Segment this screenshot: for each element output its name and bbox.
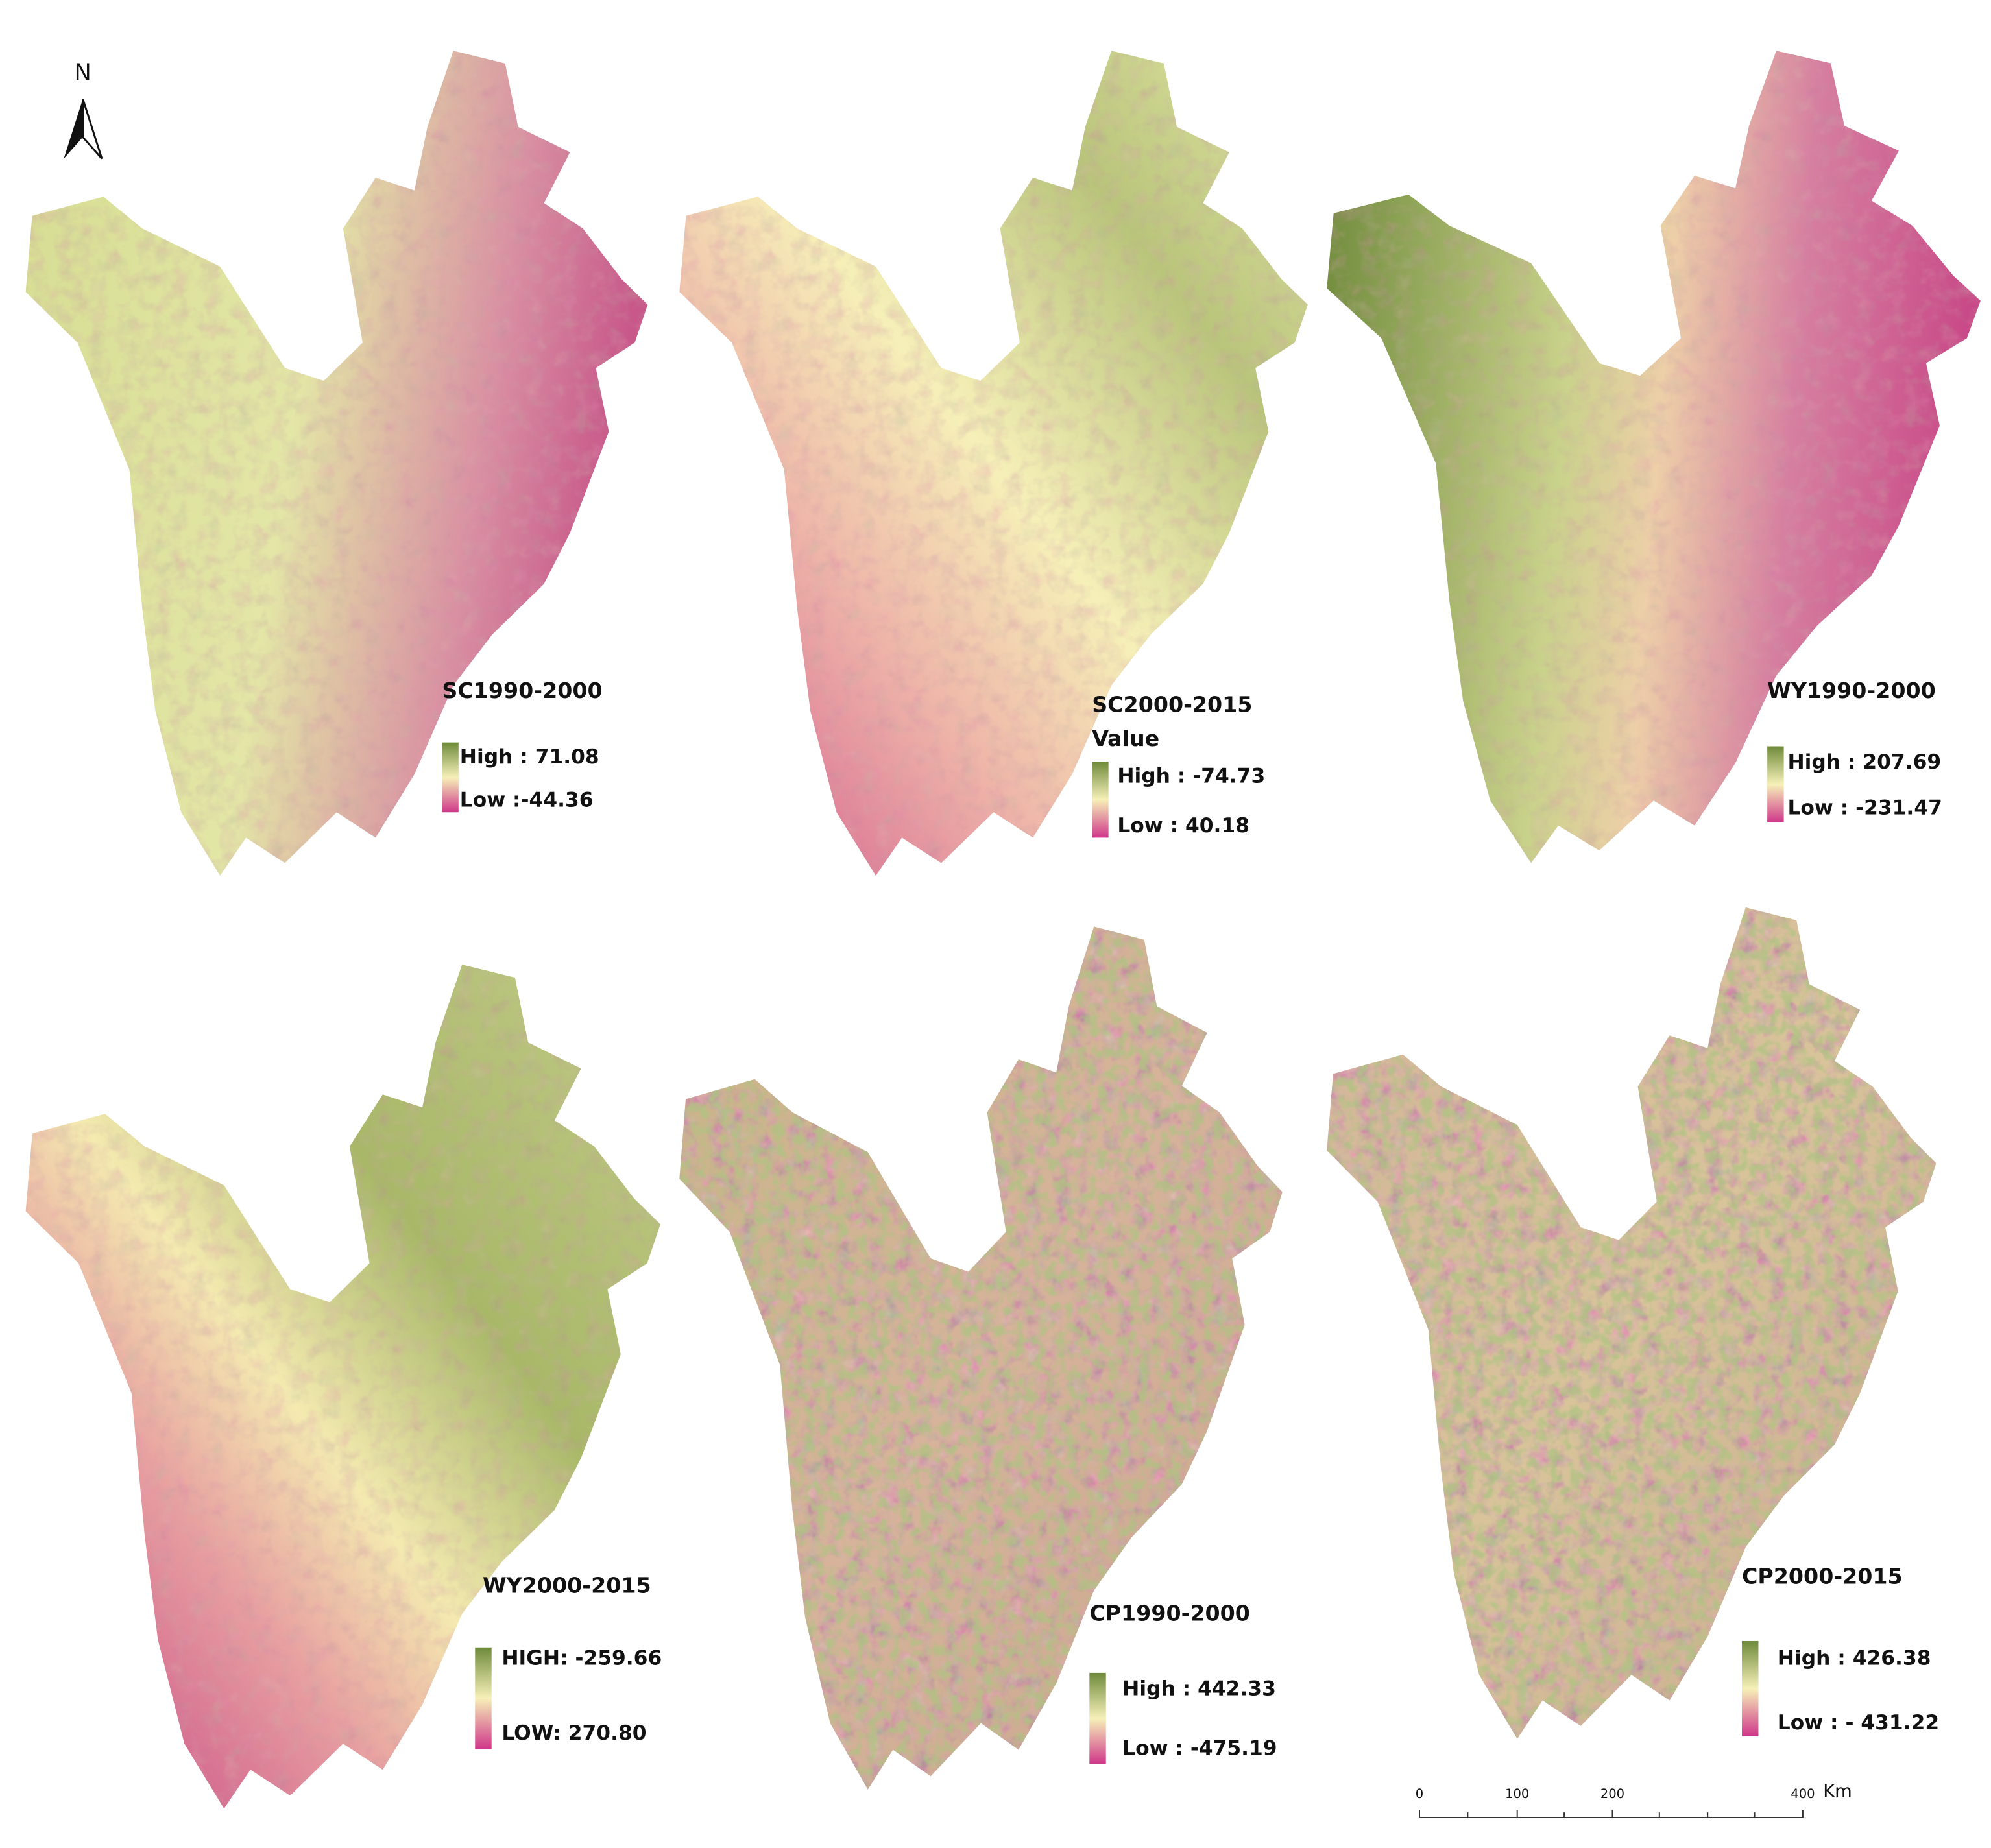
legend-high: HIGH: -259.66 <box>501 1646 662 1670</box>
texture-pink <box>1327 51 1981 863</box>
texture-green <box>1327 907 1937 1739</box>
legend-low: Low : - 431.22 <box>1778 1711 1939 1734</box>
legend-high: High : 442.33 <box>1122 1677 1276 1700</box>
panel-subtitle: Value <box>1092 726 1159 751</box>
legend-low: Low :-44.36 <box>460 789 594 812</box>
map-panel: WY1990-2000 High : 207.69 Low : -231.47 <box>1327 51 1981 863</box>
texture <box>1327 907 1937 1739</box>
texture <box>679 926 1283 1790</box>
map <box>679 51 1308 876</box>
scale-bar: 0 100 200 400 Km <box>1416 1781 1852 1818</box>
scale-tick-label: 200 <box>1600 1786 1624 1801</box>
texture <box>679 51 1308 876</box>
texture-pink <box>25 965 660 1809</box>
panel-title: WY2000-2015 <box>483 1572 651 1598</box>
north-label: N <box>74 59 91 86</box>
legend-high: High : 207.69 <box>1787 750 1941 774</box>
scale-tick-label: 400 <box>1791 1786 1815 1801</box>
north-arrow: N <box>64 59 103 160</box>
legend-swatch <box>475 1647 492 1749</box>
panel-title: SC2000-2015 <box>1092 691 1252 717</box>
map-panel: CP2000-2015 High : 426.38 Low : - 431.22 <box>1327 907 1939 1739</box>
scale-tick-label: 0 <box>1416 1786 1423 1801</box>
map-panel: SC2000-2015 Value High : -74.73 Low : 40.18 <box>679 51 1308 876</box>
panel-title: SC1990-2000 <box>442 678 602 703</box>
map-panel: SC1990-2000 High : 71.08 Low :-44.36 <box>25 51 648 876</box>
panel-title: CP1990-2000 <box>1089 1600 1250 1626</box>
legend-swatch <box>1089 1672 1106 1764</box>
legend-swatch <box>442 742 459 813</box>
legend-low: Low : 40.18 <box>1117 814 1249 837</box>
texture-pink <box>679 51 1308 876</box>
legend-swatch <box>1767 746 1784 822</box>
legend-low: Low : -475.19 <box>1122 1736 1277 1760</box>
scale-unit: Km <box>1823 1781 1852 1801</box>
legend-high: High : -74.73 <box>1117 764 1265 787</box>
map <box>1327 907 1937 1739</box>
texture <box>1327 51 1981 863</box>
map <box>679 926 1283 1790</box>
map-panel: CP1990-2000 High : 442.33 Low : -475.19 <box>679 926 1283 1790</box>
legend-low: LOW: 270.80 <box>501 1722 646 1745</box>
map-panel: WY2000-2015 HIGH: -259.66 LOW: 270.80 <box>25 965 662 1809</box>
texture-green <box>679 926 1283 1790</box>
panel-title: CP2000-2015 <box>1742 1564 1903 1589</box>
legend-swatch <box>1742 1640 1759 1736</box>
map <box>1327 51 1981 863</box>
legend-high: High : 71.08 <box>460 745 599 769</box>
map <box>25 965 660 1809</box>
legend-swatch <box>1092 762 1109 838</box>
scale-tick-label: 100 <box>1505 1786 1529 1801</box>
panel-title: WY1990-2000 <box>1767 678 1936 703</box>
legend-low: Low : -231.47 <box>1787 796 1942 819</box>
legend-high: High : 426.38 <box>1778 1646 1931 1670</box>
texture <box>25 965 660 1809</box>
